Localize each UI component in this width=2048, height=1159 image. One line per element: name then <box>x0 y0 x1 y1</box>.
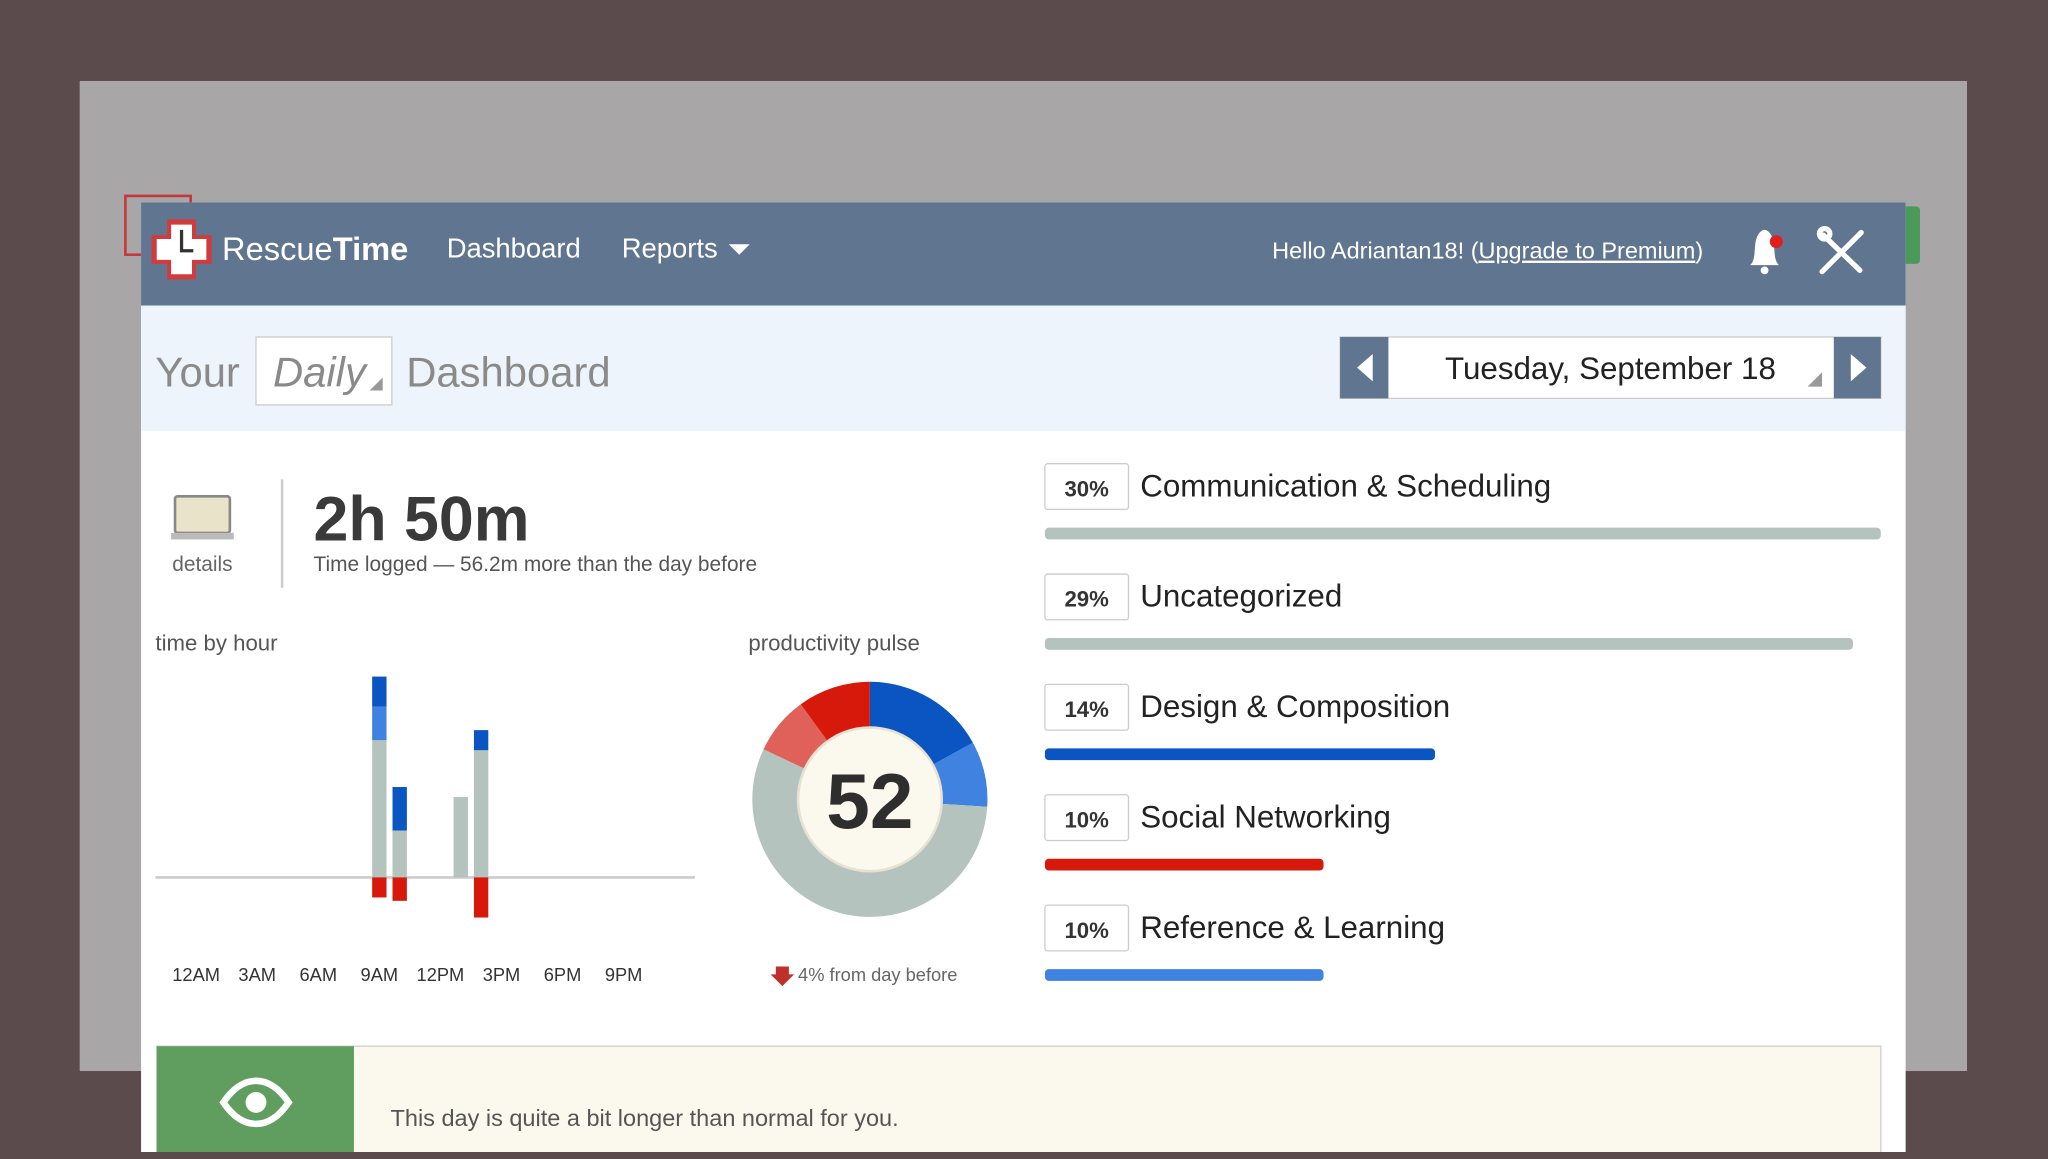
date-grip <box>1807 372 1823 387</box>
hour-bar <box>473 877 489 918</box>
next-arrow <box>1850 353 1867 382</box>
x-tick-label: 3PM <box>483 964 521 985</box>
alert-text: This day is quite a bit longer than norm… <box>391 1105 899 1131</box>
greeting-end: ) <box>1695 238 1703 264</box>
alert-box <box>156 1045 1882 1159</box>
percent-label: 14% <box>1064 697 1109 722</box>
category-name: Reference & Learning <box>1140 910 1445 945</box>
percent-box <box>1044 683 1130 731</box>
tool-b <box>1820 232 1863 273</box>
chart-title: productivity pulse <box>748 630 919 655</box>
down-arrow <box>770 966 795 987</box>
period-text: Daily <box>273 349 368 396</box>
prev-arrow <box>1357 353 1373 382</box>
hour-bar <box>392 877 407 901</box>
header-dashboard: Dashboard <box>406 349 610 396</box>
date-text: Tuesday, September 18 <box>1445 351 1776 386</box>
brand: RescueTime <box>222 230 408 267</box>
percent-box <box>1044 794 1130 842</box>
nav-link[interactable]: Dashboard <box>447 232 581 263</box>
resize-grip <box>369 377 383 391</box>
category-bar <box>1044 748 1435 761</box>
x-tick-label: 6PM <box>544 964 582 985</box>
laptop-base <box>171 532 234 540</box>
bell-dot <box>1769 235 1783 249</box>
hour-bar <box>392 787 407 831</box>
x-tick-label: 12PM <box>417 964 465 985</box>
category-name: Social Networking <box>1140 799 1391 834</box>
x-tick-label: 9PM <box>605 964 643 985</box>
caret <box>728 244 750 255</box>
hour-bar <box>453 797 468 878</box>
pulse-score: 52 <box>826 757 913 845</box>
pulse-segment <box>752 749 988 917</box>
percent-label: 10% <box>1064 918 1109 943</box>
hour-bar <box>372 740 387 878</box>
category-bar <box>1044 638 1853 650</box>
eye-pupil <box>245 1091 267 1113</box>
hour-bar <box>473 750 489 878</box>
brand-a: Rescue <box>222 230 333 267</box>
x-tick-label: 3AM <box>238 964 276 985</box>
percent-label: 10% <box>1064 807 1109 832</box>
details-button[interactable]: details <box>171 495 234 576</box>
period-select[interactable] <box>255 336 393 406</box>
hour-bar <box>372 706 387 741</box>
eye <box>219 1077 293 1128</box>
navbar <box>141 202 1906 306</box>
x-tick-label: 9AM <box>361 964 399 985</box>
total-time: 2h 50m <box>313 485 529 555</box>
brand-b: Time <box>333 230 409 267</box>
category-bar <box>1044 969 1324 981</box>
hour-bar <box>473 730 489 751</box>
details-label: details <box>172 553 232 576</box>
percent-box <box>1044 904 1130 952</box>
greeting: Hello Adriantan18! (Upgrade to Premium) <box>1272 238 1703 264</box>
logo-clock <box>179 229 194 253</box>
pulse-segment <box>869 681 973 765</box>
pulse-segment <box>763 704 828 769</box>
category-name: Uncategorized <box>1140 579 1342 614</box>
upgrade-link[interactable]: Upgrade to Premium <box>1479 238 1696 264</box>
pulse-segment <box>800 681 870 742</box>
laptop-screen <box>173 495 232 535</box>
header-your: Your <box>155 349 240 396</box>
pulse-note: 4% from day before <box>798 964 957 985</box>
x-tick-label: 12AM <box>172 964 220 985</box>
hour-bar <box>392 830 407 878</box>
total-note: Time logged — 56.2m more than the day be… <box>313 553 757 576</box>
pulse-segment <box>932 742 988 807</box>
bell-clapper <box>1760 266 1769 275</box>
tools[interactable] <box>1816 225 1864 275</box>
category-bar <box>1044 858 1324 871</box>
pulse-center <box>796 726 944 873</box>
nav-link[interactable]: Reports <box>622 232 718 263</box>
percent-label: 30% <box>1064 476 1109 501</box>
tool-c <box>1816 225 1833 242</box>
percent-box <box>1044 573 1130 621</box>
greeting-text: Hello Adriantan18! ( <box>1272 238 1479 264</box>
logo[interactable]: RescueTime <box>151 219 409 280</box>
bell[interactable] <box>1750 229 1783 275</box>
category-bar <box>1044 527 1881 540</box>
chart-title: time by hour <box>155 630 278 655</box>
percent-box <box>1044 463 1130 511</box>
percent-label: 29% <box>1064 587 1109 612</box>
x-tick-label: 6AM <box>299 964 337 985</box>
category-name: Design & Composition <box>1140 689 1450 724</box>
hour-bar <box>372 877 387 898</box>
hour-bar <box>372 676 387 707</box>
category-name: Communication & Scheduling <box>1140 468 1551 503</box>
